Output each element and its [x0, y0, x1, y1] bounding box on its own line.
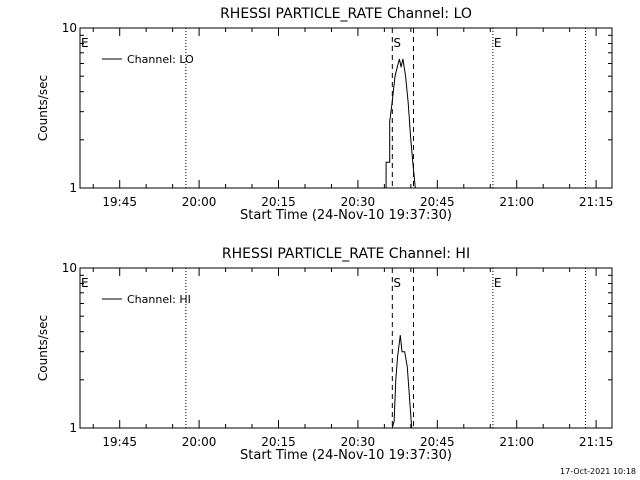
marker-label: E — [494, 36, 502, 50]
plot-frame — [79, 27, 613, 189]
marker-label: E — [494, 276, 502, 290]
marker-label: S — [393, 276, 401, 290]
x-tick-label: 20:00 — [182, 195, 217, 209]
plot-frame — [79, 267, 613, 429]
marker-label: E — [81, 276, 89, 290]
x-tick-label: 20:30 — [341, 435, 376, 449]
y-tick-label: 1 — [69, 421, 77, 435]
x-tick-label: 20:30 — [341, 195, 376, 209]
x-tick-label: 20:45 — [420, 195, 455, 209]
legend-label: Channel: HI — [127, 293, 191, 306]
chart-title: RHESSI PARTICLE_RATE Channel: HI — [222, 246, 470, 262]
x-tick-label: 19:45 — [102, 435, 137, 449]
x-tick-label: 20:15 — [261, 195, 296, 209]
marker-label: S — [393, 36, 401, 50]
legend-label: Channel: LO — [127, 53, 194, 66]
chart-title: RHESSI PARTICLE_RATE Channel: LO — [220, 6, 472, 22]
x-axis-label: Start Time (24-Nov-10 19:37:30) — [240, 208, 452, 223]
x-tick-label: 21:15 — [579, 435, 614, 449]
series-line — [384, 58, 416, 189]
lo-channel-panel: RHESSI PARTICLE_RATE Channel: LO 19:45 20:… — [36, 6, 613, 223]
x-tick-label: 20:45 — [420, 435, 455, 449]
y-axis-label: Counts/sec — [36, 75, 50, 141]
marker-label: E — [81, 36, 89, 50]
x-tick-label: 19:45 — [102, 195, 137, 209]
y-tick-label: 10 — [62, 261, 77, 275]
series-line — [391, 335, 413, 429]
footer-timestamp: 17-Oct-2021 10:18 — [560, 467, 636, 476]
x-tick-label: 21:00 — [499, 195, 534, 209]
y-axis-label: Counts/sec — [36, 315, 50, 381]
x-axis-label: Start Time (24-Nov-10 19:37:30) — [240, 448, 452, 463]
y-tick-label: 1 — [69, 181, 77, 195]
y-tick-label: 10 — [62, 21, 77, 35]
x-tick-label: 21:15 — [579, 195, 614, 209]
x-tick-label: 20:00 — [182, 435, 217, 449]
x-tick-label: 20:15 — [261, 435, 296, 449]
x-tick-label: 21:00 — [499, 435, 534, 449]
hi-channel-panel: RHESSI PARTICLE_RATE Channel: HI 19:45 20:… — [36, 246, 613, 463]
